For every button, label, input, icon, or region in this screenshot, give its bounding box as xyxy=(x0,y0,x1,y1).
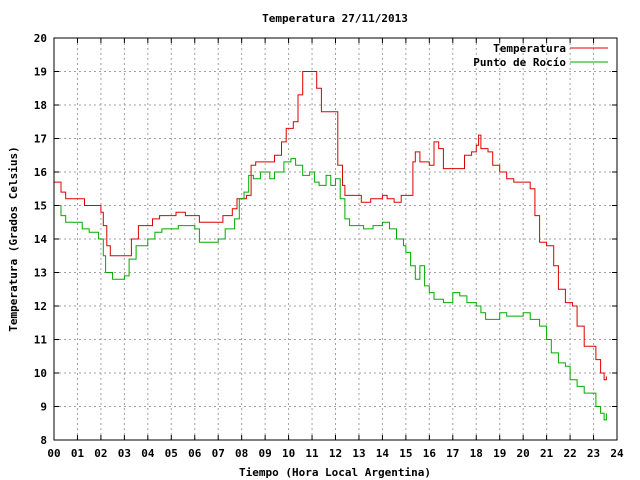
y-tick-label: 13 xyxy=(34,267,47,280)
chart-title: Temperatura 27/11/2013 xyxy=(262,12,408,25)
x-tick-label: 24 xyxy=(610,447,624,460)
x-tick-label: 20 xyxy=(517,447,530,460)
y-tick-label: 17 xyxy=(34,133,47,146)
y-tick-label: 12 xyxy=(34,300,47,313)
x-tick-label: 13 xyxy=(352,447,365,460)
x-tick-label: 22 xyxy=(563,447,576,460)
legend: Temperatura Punto de Rocío xyxy=(473,42,608,69)
legend-label-temperatura: Temperatura xyxy=(493,42,566,55)
x-tick-label: 02 xyxy=(94,447,107,460)
y-tick-label: 9 xyxy=(40,401,47,414)
x-tick-label: 03 xyxy=(118,447,131,460)
y-tick-label: 20 xyxy=(34,32,47,45)
x-tick-label: 23 xyxy=(587,447,600,460)
y-tick-label: 15 xyxy=(34,200,47,213)
x-tick-label: 05 xyxy=(165,447,178,460)
x-tick-label: 21 xyxy=(540,447,554,460)
x-tick-label: 12 xyxy=(329,447,342,460)
x-tick-label: 08 xyxy=(235,447,248,460)
series-line-temperatura xyxy=(54,71,607,381)
y-tick-label: 10 xyxy=(34,367,47,380)
x-tick-label: 18 xyxy=(470,447,483,460)
y-tick-label: 11 xyxy=(34,334,48,347)
y-axis-label: Temperatura (Grados Celsius) xyxy=(7,146,20,331)
x-tick-label: 11 xyxy=(305,447,319,460)
y-tick-label: 19 xyxy=(34,66,47,79)
y-tick-label: 8 xyxy=(40,434,47,447)
x-tick-label: 01 xyxy=(71,447,85,460)
y-tick-label: 16 xyxy=(34,166,48,179)
tick-marks xyxy=(53,37,618,441)
x-tick-label: 17 xyxy=(446,447,459,460)
grid xyxy=(54,38,617,440)
x-tick-label: 14 xyxy=(376,447,390,460)
x-tick-label: 10 xyxy=(282,447,295,460)
x-tick-label: 06 xyxy=(188,447,202,460)
x-tick-labels: 00 01 02 03 04 05 06 07 08 09 10 11 12 13 14 15 16 17 18 19… xyxy=(47,447,624,460)
x-axis-label: Tiempo (Hora Local Argentina) xyxy=(239,466,431,479)
y-tick-labels: 8 9 10 11 12 13 14 15 16 17 18 19 20 xyxy=(34,32,48,447)
x-tick-label: 07 xyxy=(212,447,225,460)
x-tick-label: 16 xyxy=(423,447,437,460)
y-tick-label: 14 xyxy=(34,233,48,246)
legend-label-punto-de-rocio: Punto de Rocío xyxy=(473,56,566,69)
x-tick-label: 15 xyxy=(399,447,412,460)
series-layer xyxy=(54,71,607,421)
series-line-punto-de-rocio xyxy=(54,158,607,421)
x-tick-label: 04 xyxy=(141,447,155,460)
x-tick-label: 09 xyxy=(259,447,272,460)
x-tick-label: 00 xyxy=(47,447,60,460)
x-tick-label: 19 xyxy=(493,447,506,460)
y-tick-label: 18 xyxy=(34,99,47,112)
